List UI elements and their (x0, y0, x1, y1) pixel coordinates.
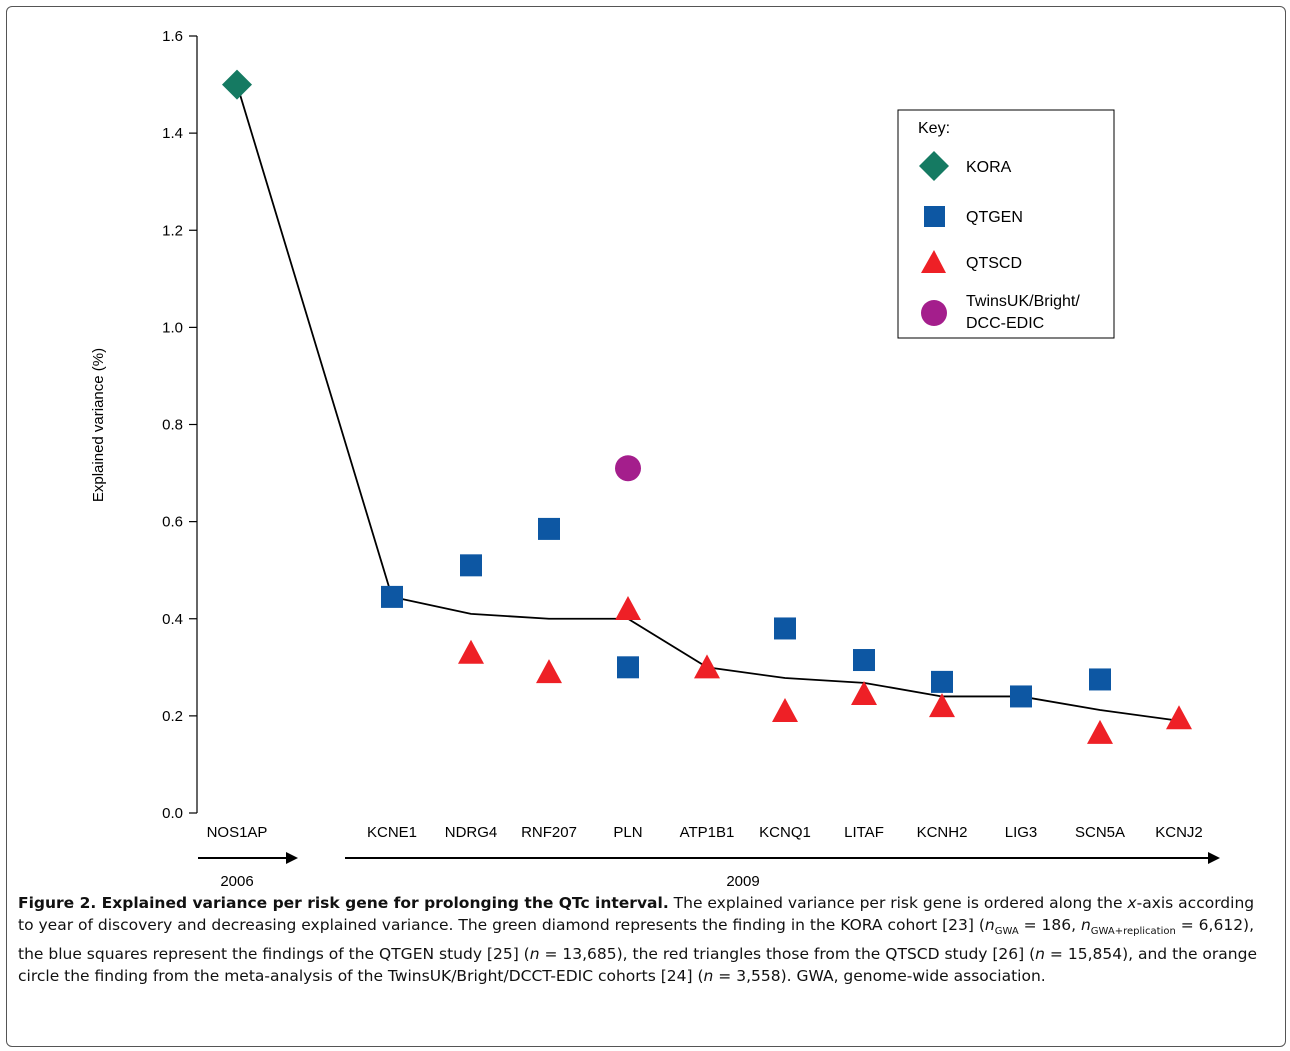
qtgen-square-point (617, 656, 639, 679)
trend-line (236, 84, 1180, 722)
y-axis: 0.0 0.2 0.4 0.6 0.8 1.0 1.2 1.4 1.6 (162, 28, 198, 822)
qtscd-triangle-point (694, 654, 720, 679)
y-tick-label: 1.2 (162, 222, 183, 239)
legend-diamond-icon (919, 151, 949, 181)
legend-label-qtgen: QTGEN (966, 209, 1023, 226)
qtscd-triangle-point (851, 681, 877, 706)
gene-label: NDRG4 (445, 824, 498, 841)
y-tick-label: 1.4 (162, 125, 183, 142)
year-arrow-2009-head (1208, 852, 1220, 864)
gene-label: ATP1B1 (680, 824, 735, 841)
caption-n-2: n (1080, 916, 1091, 934)
y-tick-label: 1.6 (162, 28, 183, 45)
x-axis-labels: NOS1AP KCNE1 NDRG4 RNF207 PLN ATP1B1 KCNQ1 LITA… (207, 824, 1203, 841)
qtscd-triangle-point (1087, 719, 1113, 744)
gene-label: SCN5A (1075, 824, 1125, 841)
data-markers (222, 69, 1192, 744)
caption-text-1: The explained variance per risk gene is … (668, 894, 1128, 912)
caption-text-6: = 15,854), and the orange circle the fin… (18, 945, 1257, 986)
legend-label-kora: KORA (966, 159, 1012, 176)
legend-square-icon (924, 206, 945, 227)
legend-title: Key: (918, 120, 950, 137)
caption-title: Figure 2. Explained variance per risk ge… (18, 894, 669, 912)
chart: 0.0 0.2 0.4 0.6 0.8 1.0 1.2 1.4 1.6 Explained va… (90, 28, 1220, 890)
caption-text-2: -axis according to year of discovery and… (18, 894, 1255, 934)
y-tick-label: 0.8 (162, 417, 183, 434)
caption-text-5: = 13,685), the red triangles those from … (539, 945, 1036, 964)
qtscd-triangle-point (458, 639, 484, 664)
figure-frame (6, 6, 1286, 1047)
caption-sub-gwa: GWA (994, 926, 1019, 938)
qtgen-square-point (381, 585, 403, 608)
year-label-2006: 2006 (220, 873, 253, 890)
y-tick-label: 0.4 (162, 611, 183, 628)
caption-text-7: = 3,558). GWA, genome-wide association. (713, 967, 1046, 986)
kora-diamond-point (222, 69, 252, 100)
qtscd-triangle-point (615, 596, 641, 621)
legend-triangle-icon (921, 250, 946, 273)
caption-n-5: n (703, 967, 714, 986)
qtgen-square-point (538, 517, 560, 540)
legend-label-qtscd: QTSCD (966, 255, 1022, 272)
caption-x-italic: x (1127, 894, 1137, 912)
year-arrow-2006-head (286, 852, 298, 864)
legend-label-twinsuk-line1: TwinsUK/Bright/ (966, 293, 1080, 310)
qtscd-triangle-point (772, 698, 798, 723)
caption-n-3: n (529, 945, 540, 964)
qtscd-triangle-point (1166, 705, 1192, 730)
gene-label: PLN (613, 824, 642, 841)
gene-label: LITAF (844, 824, 884, 841)
y-axis-title: Explained variance (%) (90, 348, 107, 502)
caption-text-3: = 186, (1018, 916, 1081, 934)
legend: Key: KORA QTGEN QTSCD TwinsUK/Bright/ DC… (897, 109, 1115, 339)
qtscd-triangle-point (536, 659, 562, 684)
legend-label-twinsuk-line2: DCC-EDIC (966, 315, 1044, 332)
figure-caption: Figure 2. Explained variance per risk ge… (18, 892, 1258, 987)
gene-label: LIG3 (1005, 824, 1038, 841)
caption-n-1: n (984, 916, 995, 934)
qtgen-square-point (853, 649, 875, 672)
qtscd-triangle-point (929, 693, 955, 718)
caption-n-4: n (1035, 945, 1045, 964)
y-tick-label: 0.6 (162, 514, 183, 531)
y-tick-label: 1.0 (162, 319, 183, 336)
y-tick-label: 0.2 (162, 708, 183, 725)
legend-circle-icon (921, 300, 947, 326)
gene-label: KCNH2 (917, 824, 968, 841)
qtgen-square-point (931, 670, 953, 693)
twinsuk-circle-point (615, 455, 641, 482)
gene-label: KCNE1 (367, 824, 417, 841)
year-label-2009: 2009 (726, 873, 759, 890)
caption-text-4: = 6,612), the blue squares represent the… (18, 916, 1255, 964)
year-axis: 2006 2009 (198, 852, 1220, 890)
qtgen-square-point (774, 617, 796, 640)
y-tick-label: 0.0 (162, 805, 183, 822)
gene-label: KCNJ2 (1155, 824, 1203, 841)
gene-label: NOS1AP (207, 824, 268, 841)
gene-label: RNF207 (521, 824, 577, 841)
qtgen-square-point (460, 554, 482, 577)
caption-sub-gwa-replication: GWA+replication (1090, 926, 1176, 938)
gene-label: KCNQ1 (759, 824, 811, 841)
qtgen-square-point (1089, 668, 1111, 691)
qtgen-square-point (1010, 685, 1032, 708)
